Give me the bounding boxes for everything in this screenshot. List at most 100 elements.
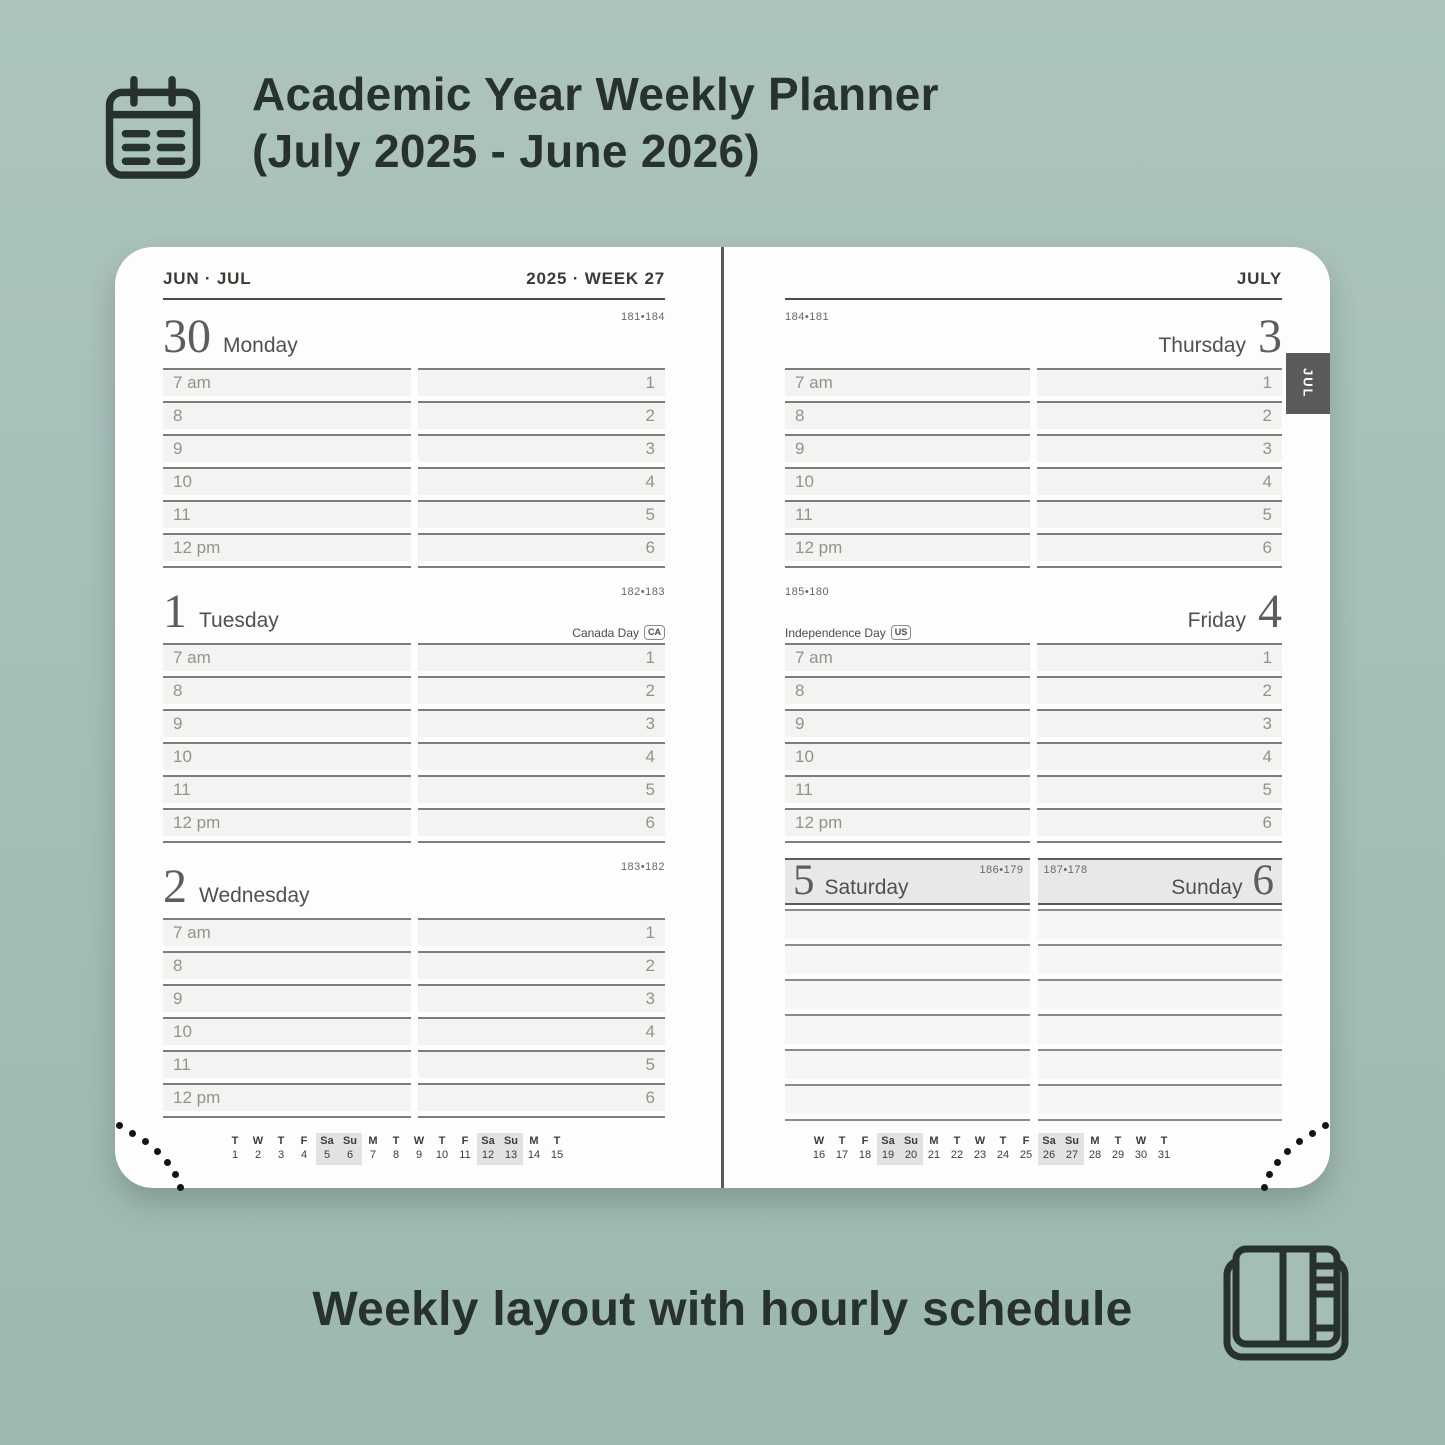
day-section-thursday: 184•181 Thursday 3 7 am 8 9 10 11 12 pm 1 2 3 4 5…	[785, 303, 1282, 581]
hour-label: 5	[1262, 780, 1272, 799]
hour-label: 6	[1262, 813, 1272, 832]
mini-day-cell: T 17	[831, 1133, 854, 1165]
mini-day-cell: W 30	[1130, 1133, 1153, 1165]
stitch-dot	[1296, 1138, 1303, 1145]
stitch-dot	[177, 1184, 184, 1191]
hour-label: 12 pm	[795, 813, 843, 832]
hour-row: 8	[785, 401, 1030, 429]
hour-row: 1	[1037, 643, 1282, 671]
day-of-year: 185•180	[785, 586, 830, 598]
month-tab-jul: JUL	[1286, 353, 1330, 414]
hour-label: 8	[173, 956, 183, 975]
hour-row: 11	[785, 775, 1030, 803]
mini-day-cell: F 4	[293, 1133, 316, 1165]
hour-row: 12 pm	[163, 1083, 411, 1111]
hour-label: 10	[173, 1022, 192, 1041]
hour-label: 5	[645, 505, 655, 524]
day-title: Sunday 6	[1171, 859, 1274, 902]
mini-date: 12	[481, 1149, 495, 1161]
mini-day-cell: M 21	[923, 1133, 946, 1165]
hour-label: 12 pm	[173, 1088, 221, 1107]
day-name: Tuesday	[199, 609, 279, 632]
weekend-band: 186•179 5 Saturday 187•178 Sunday 6	[785, 858, 1282, 905]
mini-weekday: T	[277, 1135, 285, 1147]
country-badge: US	[890, 625, 912, 640]
hour-row: 9	[163, 709, 411, 737]
hour-label: 12 pm	[795, 538, 843, 557]
holiday-name: Canada Day	[572, 625, 639, 640]
hour-row: 8	[785, 676, 1030, 704]
mini-date: 14	[527, 1149, 541, 1161]
mini-date: 23	[973, 1149, 987, 1161]
hour-label: 12 pm	[173, 538, 221, 557]
mini-date: 10	[435, 1149, 449, 1161]
blank-row	[1037, 1084, 1282, 1114]
mini-weekday: T	[953, 1135, 961, 1147]
stitch-dot	[1284, 1148, 1291, 1155]
hour-label: 4	[645, 1022, 655, 1041]
hour-row: 7 am	[163, 643, 411, 671]
hour-grid: 7 am 8 9 10 11 12 pm 1 2 3 4 5 6	[163, 918, 665, 1118]
day-of-year: 181•184	[620, 311, 665, 323]
stitch-dot	[154, 1148, 161, 1155]
blank-row	[1037, 979, 1282, 1009]
day-name: Saturday	[824, 876, 909, 900]
mini-day-cell: W 23	[969, 1133, 992, 1165]
mini-date: 19	[881, 1149, 895, 1161]
left-page-header: JUN · JUL 2025 · WEEK 27	[163, 269, 665, 300]
day-name: Sunday	[1171, 876, 1243, 900]
day-of-year: 183•182	[620, 861, 665, 873]
hour-row: 8	[163, 676, 411, 704]
hour-label: 2	[645, 406, 655, 425]
afternoon-column: 1 2 3 4 5 6	[1037, 368, 1282, 568]
mini-weekday: Su	[503, 1135, 519, 1147]
hour-label: 8	[173, 406, 183, 425]
hour-row: 5	[417, 775, 665, 803]
hour-label: 9	[173, 439, 183, 458]
day-of-year: 182•183	[620, 586, 665, 598]
blank-row	[785, 909, 1030, 939]
planner-spread: JUN · JUL 2025 · WEEK 27 181•184 30 Mond…	[115, 247, 1330, 1191]
mini-date: 5	[323, 1149, 331, 1161]
hour-label: 10	[173, 472, 192, 491]
mini-date: 13	[504, 1149, 518, 1161]
mini-day-cell: W 2	[247, 1133, 270, 1165]
mini-day-cell: T 3	[270, 1133, 293, 1165]
mini-day-cell: F 11	[454, 1133, 477, 1165]
day-title: 30 Monday	[163, 313, 298, 361]
hour-row: 1	[417, 643, 665, 671]
hour-label: 2	[645, 681, 655, 700]
mini-date: 3	[277, 1149, 285, 1161]
hour-row: 6	[1037, 808, 1282, 836]
stitch-dot	[172, 1171, 179, 1178]
hour-label: 8	[795, 406, 805, 425]
saturday-header: 186•179 5 Saturday	[785, 858, 1030, 905]
hour-row: 1	[1037, 368, 1282, 396]
hour-label: 6	[645, 1088, 655, 1107]
day-section-wednesday: 183•182 2 Wednesday 7 am 8 9 10 11 12 pm 1 2 3 4…	[163, 853, 665, 1131]
mini-date: 22	[950, 1149, 964, 1161]
morning-column: 7 am 8 9 10 11 12 pm	[163, 918, 411, 1118]
hour-row: 2	[1037, 676, 1282, 704]
hour-label: 6	[1262, 538, 1272, 557]
hour-label: 12 pm	[173, 813, 221, 832]
mini-date: 2	[254, 1149, 262, 1161]
mini-date: 30	[1134, 1149, 1148, 1161]
mini-day-cell: Sa 26	[1037, 1133, 1061, 1165]
hour-label: 4	[645, 472, 655, 491]
mini-month-strip: W 16 T 17 F 18 Sa 19 Su 20	[743, 1133, 1240, 1165]
holiday-label: Canada Day CA	[572, 625, 665, 640]
afternoon-column: 1 2 3 4 5 6	[417, 643, 665, 843]
hour-row: 5	[417, 1050, 665, 1078]
hour-row: 9	[163, 434, 411, 462]
mini-day-cell: F 18	[854, 1133, 877, 1165]
mini-weekday: W	[974, 1135, 986, 1147]
sunday-rows	[1037, 909, 1282, 1121]
mini-day-cell: T 29	[1107, 1133, 1130, 1165]
sunday-header: 187•178 Sunday 6	[1037, 858, 1282, 905]
hour-row: 8	[163, 951, 411, 979]
mini-day-cell: Su 6	[338, 1133, 362, 1165]
hour-label: 1	[645, 373, 655, 392]
mini-day-cell: T 8	[385, 1133, 408, 1165]
hour-label: 3	[645, 439, 655, 458]
